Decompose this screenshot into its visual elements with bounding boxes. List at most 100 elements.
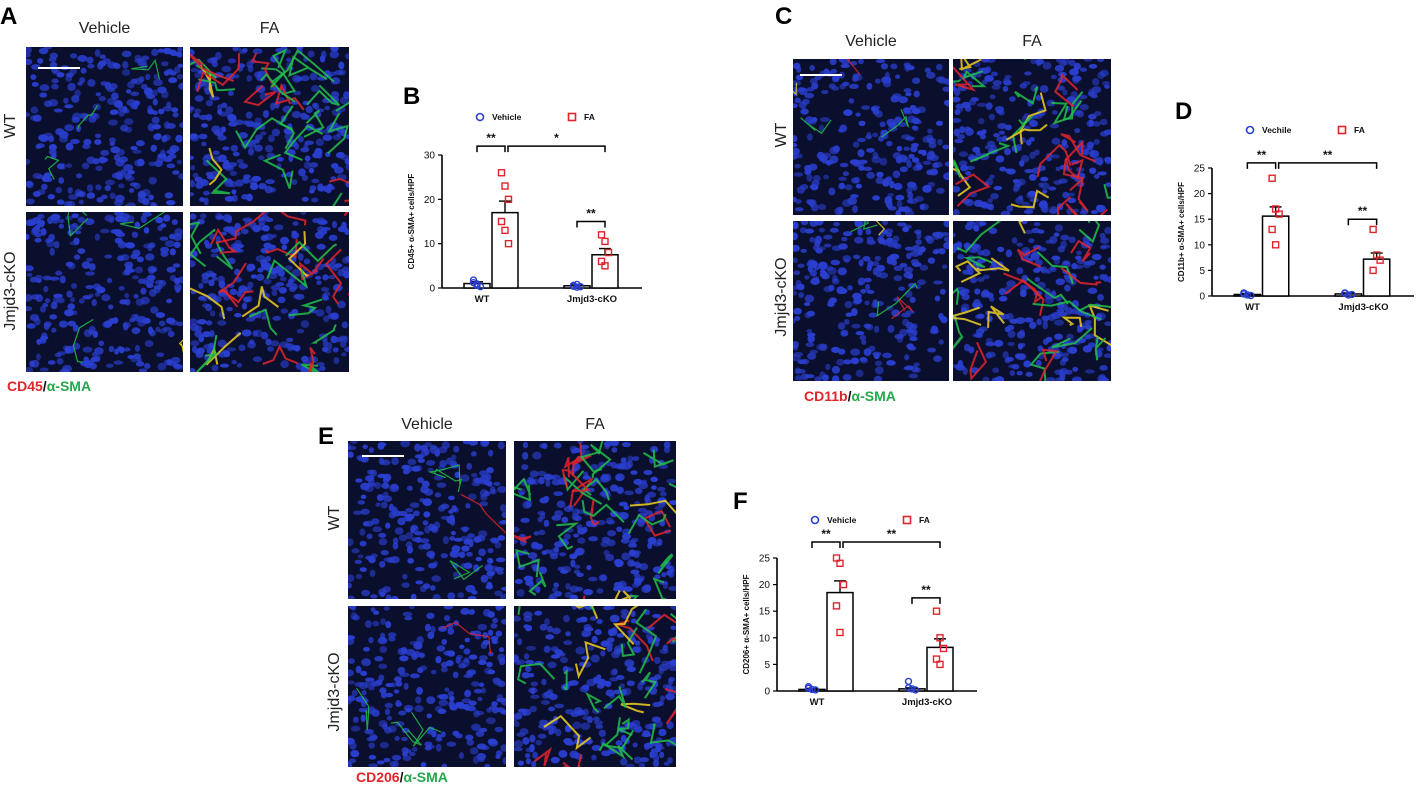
y-tick-label: 20 [759, 580, 771, 591]
data-point [908, 685, 916, 693]
micrograph-a-cko-vehicle [26, 212, 183, 372]
row-label-wt-a: WT [2, 113, 19, 139]
y-tick-label: 30 [424, 151, 436, 162]
legend-marker-fa [567, 112, 577, 122]
panel-letter-c: C [775, 3, 793, 30]
legend-label: FA [1354, 125, 1365, 135]
scale-bar-a [38, 67, 80, 69]
data-point [1271, 241, 1280, 249]
x-tick-label: WT [1245, 302, 1260, 313]
significance-label: * [554, 131, 559, 145]
significance-bracket [842, 541, 941, 549]
significance-bracket [911, 597, 941, 604]
row-label-wt-e: WT [326, 505, 343, 531]
y-tick-label: 25 [759, 554, 771, 565]
significance-label: ** [1358, 204, 1368, 218]
significance-label: ** [887, 527, 897, 541]
data-point [811, 686, 820, 694]
significance-label: ** [1257, 148, 1267, 162]
data-point [469, 278, 478, 287]
x-tick-label: Jmjd3-cKO [1338, 302, 1388, 313]
stain-legend-a: CD45/α-SMA [7, 378, 92, 394]
data-point [1369, 225, 1377, 234]
y-axis-label: CD11b+ α-SMA+ cells/HPF [1177, 182, 1186, 282]
y-tick-label: 15 [1194, 215, 1206, 226]
legend-label: Vehicle [827, 515, 857, 525]
panel-letter-e: E [318, 423, 335, 450]
col-label-vehicle-a: Vehicle [78, 20, 131, 37]
y-tick-label: 5 [764, 660, 770, 671]
data-point [804, 684, 813, 693]
y-tick-label: 20 [1194, 189, 1206, 200]
row-label-cko-c: Jmjd3-cKO [773, 257, 790, 337]
significance-bracket [811, 541, 841, 549]
y-tick-label: 0 [764, 687, 770, 698]
y-tick-label: 25 [1194, 164, 1206, 175]
data-point [1376, 256, 1384, 264]
micrograph-c-cko-fa [953, 221, 1111, 381]
data-point [497, 217, 506, 226]
data-point [832, 602, 841, 610]
legend-marker-vehicle [810, 515, 820, 525]
significance-bracket [476, 145, 506, 153]
col-label-vehicle-e: Vehicle [401, 416, 453, 433]
y-tick-label: 5 [1199, 266, 1205, 277]
y-axis-label: CD206+ α-SMA+ cells/HPF [742, 574, 751, 674]
data-point [1240, 290, 1248, 298]
micrograph-e-cko-vehicle [348, 606, 506, 767]
scale-bar-e [362, 455, 404, 457]
y-tick-label: 0 [1199, 292, 1205, 303]
significance-bracket [1277, 162, 1378, 169]
data-point [504, 239, 513, 248]
y-axis-label: CD45+ α-SMA+ cells/HPF [407, 174, 416, 270]
legend-label: Vehicle [492, 112, 522, 122]
data-point [1247, 291, 1255, 300]
y-tick-label: 10 [759, 633, 771, 644]
y-tick-label: 15 [759, 607, 771, 618]
y-tick-label: 10 [1194, 240, 1206, 251]
x-tick-label: WT [475, 294, 490, 305]
data-point [936, 634, 944, 642]
stain-legend-e: CD206/α-SMA [356, 769, 448, 785]
x-tick-label: WT [810, 697, 825, 708]
significance-bracket [1347, 218, 1378, 226]
scale-bar-c [800, 74, 842, 76]
significance-bracket [507, 145, 606, 153]
legend-marker-fa [902, 515, 912, 525]
data-point [504, 195, 513, 204]
row-label-cko-e: Jmjd3-cKO [326, 652, 343, 732]
col-label-fa-c: FA [1022, 33, 1042, 50]
x-tick-label: Jmjd3-cKO [902, 697, 952, 708]
row-label-wt-c: WT [773, 122, 790, 148]
data-point [939, 644, 948, 653]
stain-legend-c: CD11b/α-SMA [804, 388, 896, 404]
data-point [836, 628, 844, 637]
data-point [808, 685, 816, 694]
data-point [601, 262, 609, 270]
panel-letter-f: F [733, 488, 748, 515]
micrograph-c-wt-vehicle [793, 59, 949, 215]
y-tick-label: 10 [424, 239, 436, 250]
legend-label: FA [919, 515, 930, 525]
data-point [497, 169, 506, 177]
data-point [932, 607, 941, 615]
micrograph-c-wt-fa [953, 59, 1111, 215]
significance-label: ** [921, 583, 931, 597]
micrograph-e-wt-fa [514, 441, 676, 599]
micrograph-a-wt-fa [190, 47, 349, 206]
panel-letter-a: A [0, 3, 18, 30]
chart-f: 0 5 10 15 20 25 CD206+ α-SMA+ cells/HPF Vehicle… [725, 508, 985, 713]
legend-marker-fa [1337, 125, 1347, 135]
chart-d: 0 5 10 15 20 25 CD11b+ α-SMA+ cells/HPF Vechile… [1160, 118, 1422, 318]
micrograph-e-cko-fa [514, 606, 676, 767]
data-point [569, 281, 578, 290]
data-point [1341, 289, 1349, 297]
micrograph-a-wt-vehicle [26, 47, 183, 206]
data-point [836, 559, 844, 568]
legend-label: Vechile [1262, 125, 1292, 135]
data-point [1268, 225, 1276, 234]
micrograph-a-cko-fa [190, 212, 349, 372]
data-point [1275, 210, 1283, 218]
data-point [904, 677, 913, 686]
micrograph-e-wt-vehicle [348, 441, 506, 599]
